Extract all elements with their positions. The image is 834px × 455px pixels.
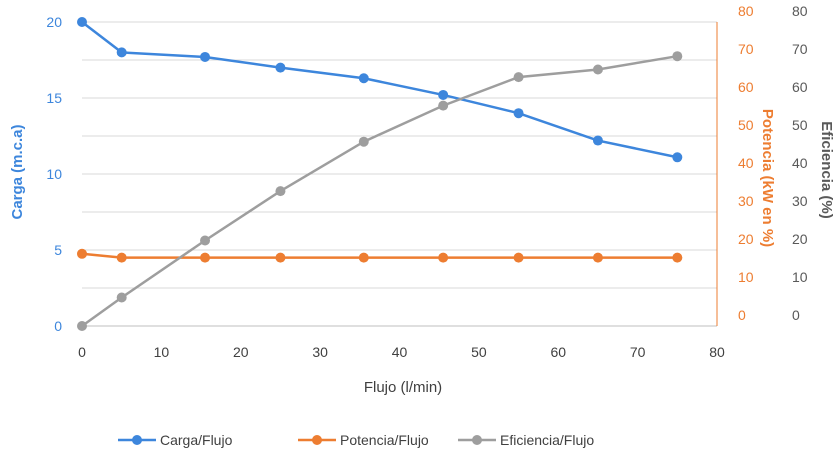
data-point-eficiencia-flujo <box>116 292 127 303</box>
data-point-carga-flujo <box>116 47 127 58</box>
x-tick-label: 80 <box>709 344 725 360</box>
y-right1-tick-label: 0 <box>738 307 746 323</box>
y-left-axis-title: Carga (m.c.a) <box>9 124 26 219</box>
data-point-eficiencia-flujo <box>672 51 683 62</box>
y-right2-axis-title: Eficiencia (%) <box>818 121 834 219</box>
data-point-carga-flujo <box>672 152 683 163</box>
data-point-eficiencia-flujo <box>438 100 449 111</box>
data-point-potencia-flujo <box>358 252 369 263</box>
data-point-carga-flujo <box>200 51 211 62</box>
x-tick-label: 60 <box>550 344 566 360</box>
legend-marker-eficiencia-flujo <box>472 435 482 445</box>
data-point-eficiencia-flujo <box>592 64 603 75</box>
y-right1-tick-label: 20 <box>738 231 754 247</box>
y-right2-tick-label: 50 <box>792 117 808 133</box>
y-right2-tick-label: 10 <box>792 269 808 285</box>
legend-marker-potencia-flujo <box>312 435 322 445</box>
y-left-tick-label: 5 <box>54 242 62 258</box>
legend-label-potencia-flujo: Potencia/Flujo <box>340 432 429 448</box>
legend-label-eficiencia-flujo: Eficiencia/Flujo <box>500 432 594 448</box>
x-tick-label: 10 <box>154 344 170 360</box>
legend-marker-carga-flujo <box>132 435 142 445</box>
y-right2-tick-label: 60 <box>792 79 808 95</box>
data-point-carga-flujo <box>592 135 603 146</box>
data-point-carga-flujo <box>77 17 87 27</box>
data-point-carga-flujo <box>275 62 286 73</box>
data-point-eficiencia-flujo <box>358 136 369 147</box>
x-tick-label: 20 <box>233 344 249 360</box>
y-right2-tick-label: 30 <box>792 193 808 209</box>
x-tick-label: 0 <box>78 344 86 360</box>
series-line-eficiencia-flujo <box>81 54 678 328</box>
data-point-eficiencia-flujo <box>200 235 211 246</box>
ticks: 0 10 20 30 40 50 60 70 80 0 5 10 15 20 0 10 20 30 40 50 60 70… <box>46 3 807 360</box>
data-point-potencia-flujo <box>116 252 127 263</box>
data-point-potencia-flujo <box>438 252 449 263</box>
data-point-potencia-flujo <box>592 252 603 263</box>
y-right1-tick-label: 70 <box>738 41 754 57</box>
series-line-potencia-flujo <box>81 252 678 259</box>
data-point-carga-flujo <box>358 73 369 84</box>
y-right2-tick-label: 20 <box>792 231 808 247</box>
grid <box>82 21 717 289</box>
y-right1-tick-label: 60 <box>738 79 754 95</box>
y-right1-tick-label: 40 <box>738 155 754 171</box>
data-point-carga-flujo <box>438 89 449 100</box>
x-tick-label: 70 <box>630 344 646 360</box>
x-axis-title: Flujo (l/min) <box>364 379 442 396</box>
series-line-carga-flujo <box>81 21 678 159</box>
x-tick-label: 50 <box>471 344 487 360</box>
data-point-potencia-flujo <box>672 252 683 263</box>
y-right2-tick-label: 40 <box>792 155 808 171</box>
y-left-tick-label: 15 <box>46 90 62 106</box>
y-right1-axis-title: Potencia (kW en %) <box>759 109 776 247</box>
y-right1-tick-label: 30 <box>738 193 754 209</box>
y-left-tick-label: 0 <box>54 318 62 334</box>
y-right1-tick-label: 80 <box>738 3 754 19</box>
y-left-tick-label: 10 <box>46 166 62 182</box>
data-point-eficiencia-flujo <box>275 186 286 197</box>
legend: Carga/Flujo Potencia/Flujo Eficiencia/Fluj… <box>118 432 594 448</box>
y-right1-tick-label: 50 <box>738 117 754 133</box>
x-tick-label: 40 <box>392 344 408 360</box>
y-right1-tick-label: 10 <box>738 269 754 285</box>
data-point-eficiencia-flujo <box>77 321 87 331</box>
data-point-carga-flujo <box>513 108 524 119</box>
data-point-potencia-flujo <box>200 252 211 263</box>
data-point-potencia-flujo <box>77 248 87 259</box>
y-right2-tick-label: 70 <box>792 41 808 57</box>
y-left-tick-label: 20 <box>46 14 62 30</box>
x-tick-label: 30 <box>312 344 328 360</box>
y-right2-tick-label: 80 <box>792 3 808 19</box>
legend-label-carga-flujo: Carga/Flujo <box>160 432 233 448</box>
data-point-eficiencia-flujo <box>513 72 524 83</box>
series <box>77 17 683 331</box>
axes <box>82 22 718 327</box>
data-point-potencia-flujo <box>513 252 524 263</box>
data-point-potencia-flujo <box>275 252 286 263</box>
y-right2-tick-label: 0 <box>792 307 800 323</box>
